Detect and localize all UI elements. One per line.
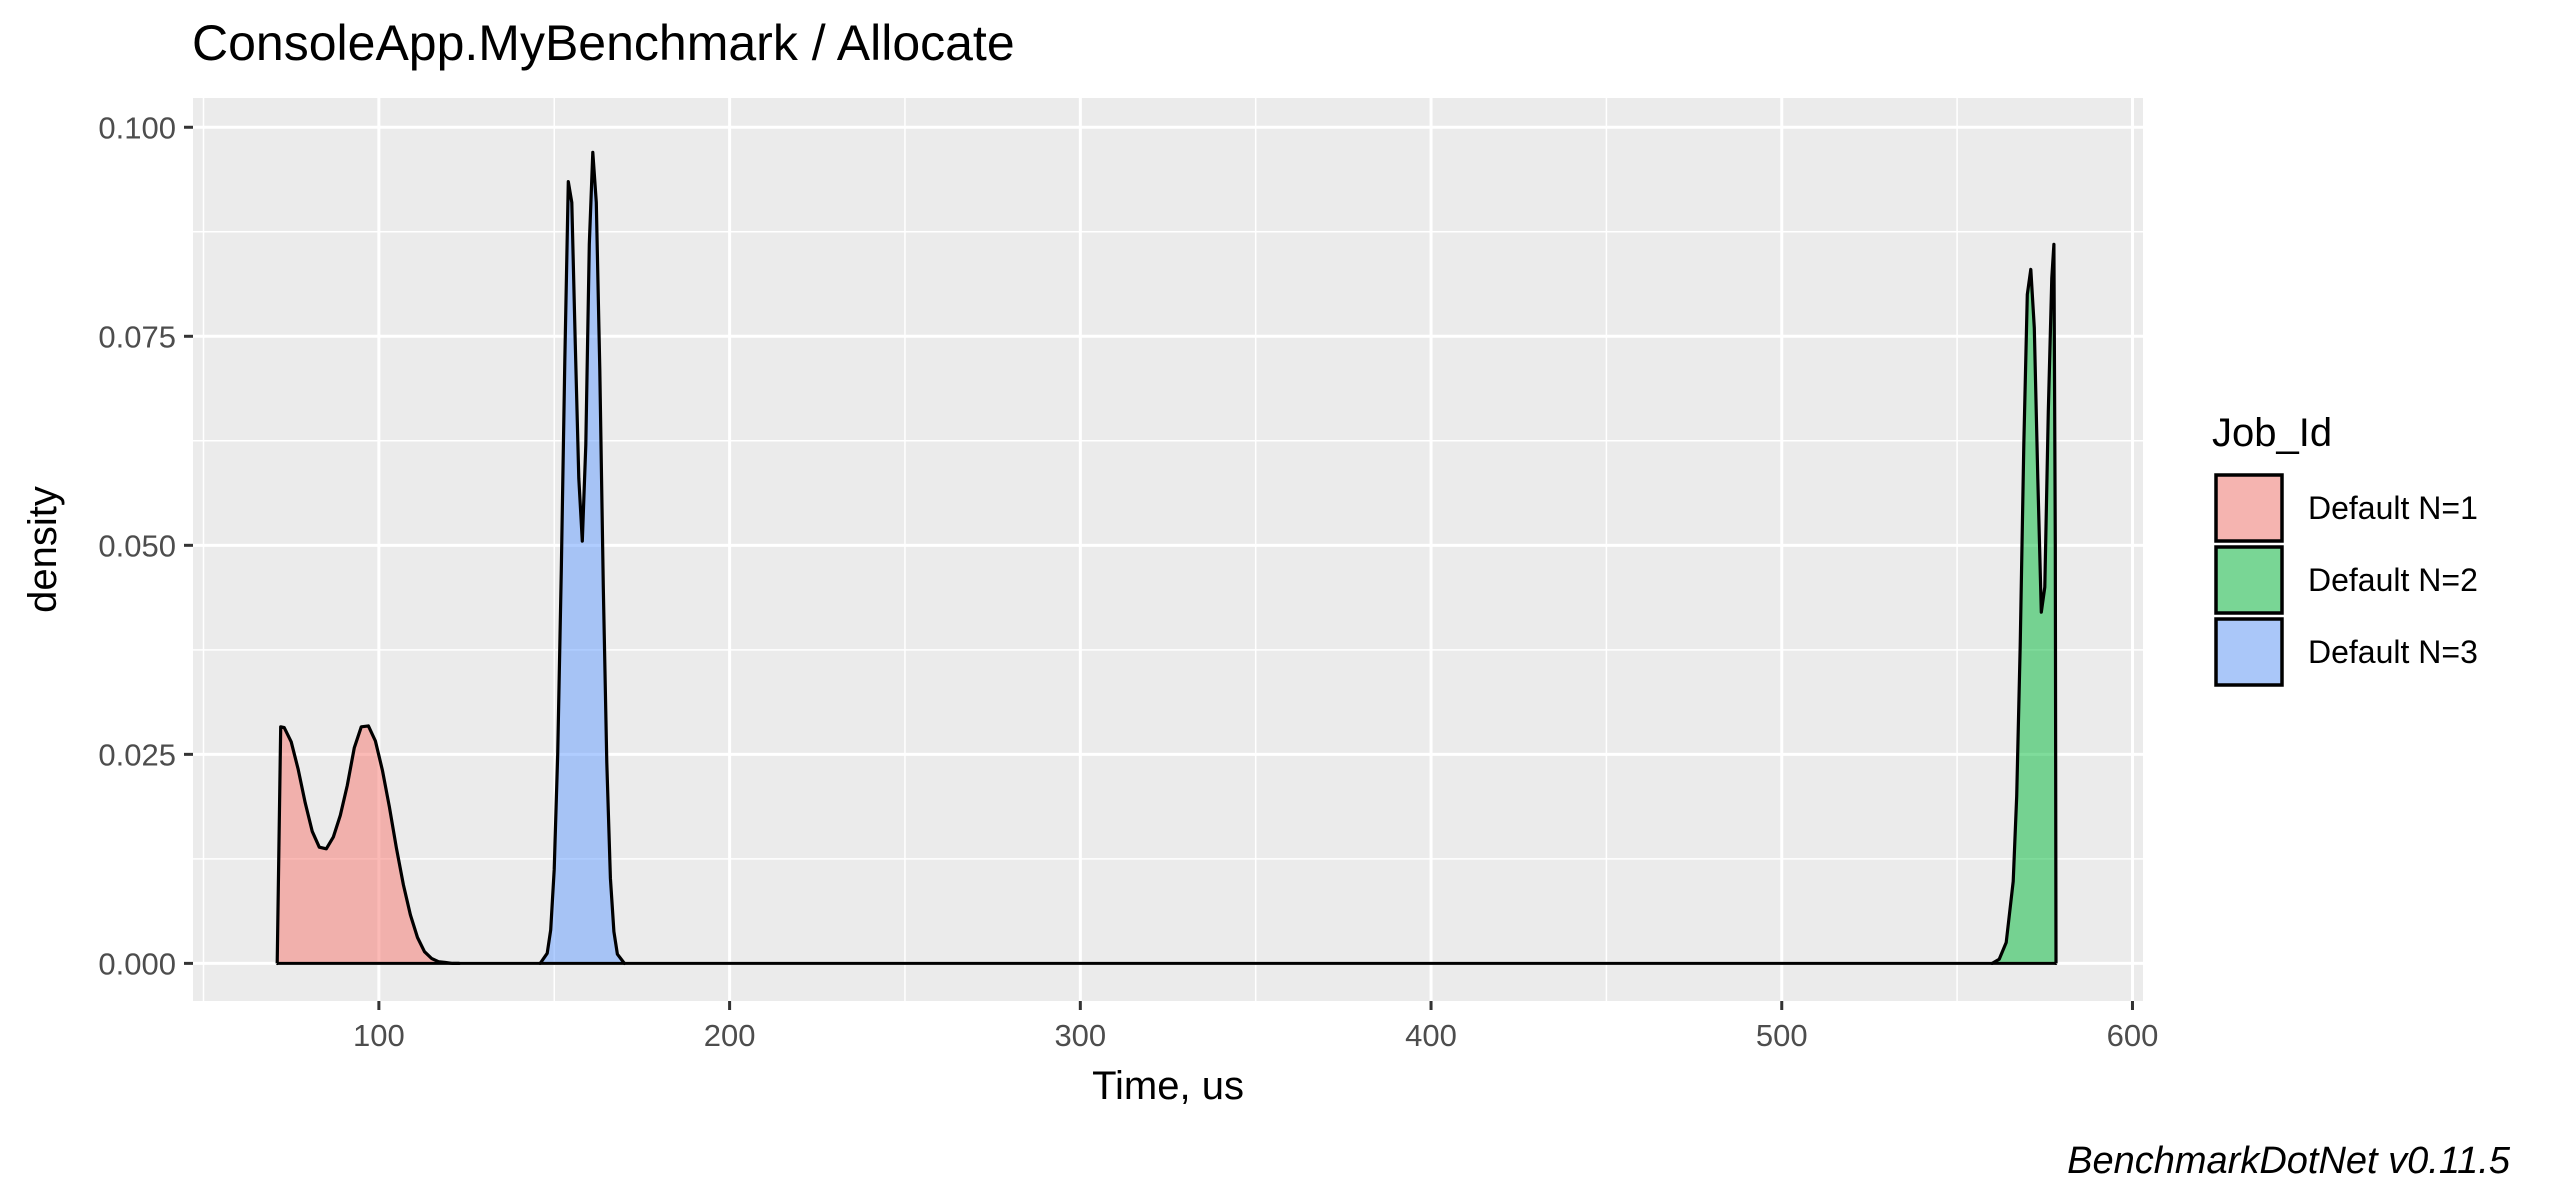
y-tick-label: 0.025 xyxy=(98,737,176,772)
legend-title: Job_Id xyxy=(2212,411,2332,455)
y-tick-label: 0.050 xyxy=(98,528,176,563)
chart-title: ConsoleApp.MyBenchmark / Allocate xyxy=(192,15,1015,71)
y-axis-label: density xyxy=(21,486,65,613)
plot-panel xyxy=(193,98,2143,1001)
x-axis-label: Time, us xyxy=(1092,1064,1244,1108)
y-tick-label: 0.100 xyxy=(98,110,176,145)
y-tick-label: 0.000 xyxy=(98,946,176,981)
y-tick-label: 0.075 xyxy=(98,319,176,354)
legend-label: Default N=1 xyxy=(2308,490,2478,526)
legend-swatch xyxy=(2214,617,2284,687)
legend-swatch xyxy=(2214,545,2284,615)
density-outline-series-3 xyxy=(538,150,627,966)
legend-label: Default N=2 xyxy=(2308,562,2478,598)
legend: Job_Id Default N=1 Default N=2 Default N=3 xyxy=(2212,411,2478,687)
legend-label: Default N=3 xyxy=(2308,634,2478,670)
density-area-series-2 xyxy=(1992,244,2057,964)
density-outline-series-1 xyxy=(275,724,462,966)
x-tick-label: 500 xyxy=(1756,1018,1808,1053)
x-tick-label: 400 xyxy=(1405,1018,1457,1053)
x-tick-label: 300 xyxy=(1054,1018,1106,1053)
x-tick-label: 200 xyxy=(704,1018,756,1053)
density-area-series-1 xyxy=(277,725,460,964)
legend-swatch xyxy=(2214,473,2284,543)
density-outline-series-2 xyxy=(1990,242,2058,966)
caption: BenchmarkDotNet v0.11.5 xyxy=(2067,1140,2510,1182)
x-tick-label: 600 xyxy=(2107,1018,2159,1053)
x-tick-label: 100 xyxy=(353,1018,405,1053)
density-area-series-3 xyxy=(540,152,625,964)
